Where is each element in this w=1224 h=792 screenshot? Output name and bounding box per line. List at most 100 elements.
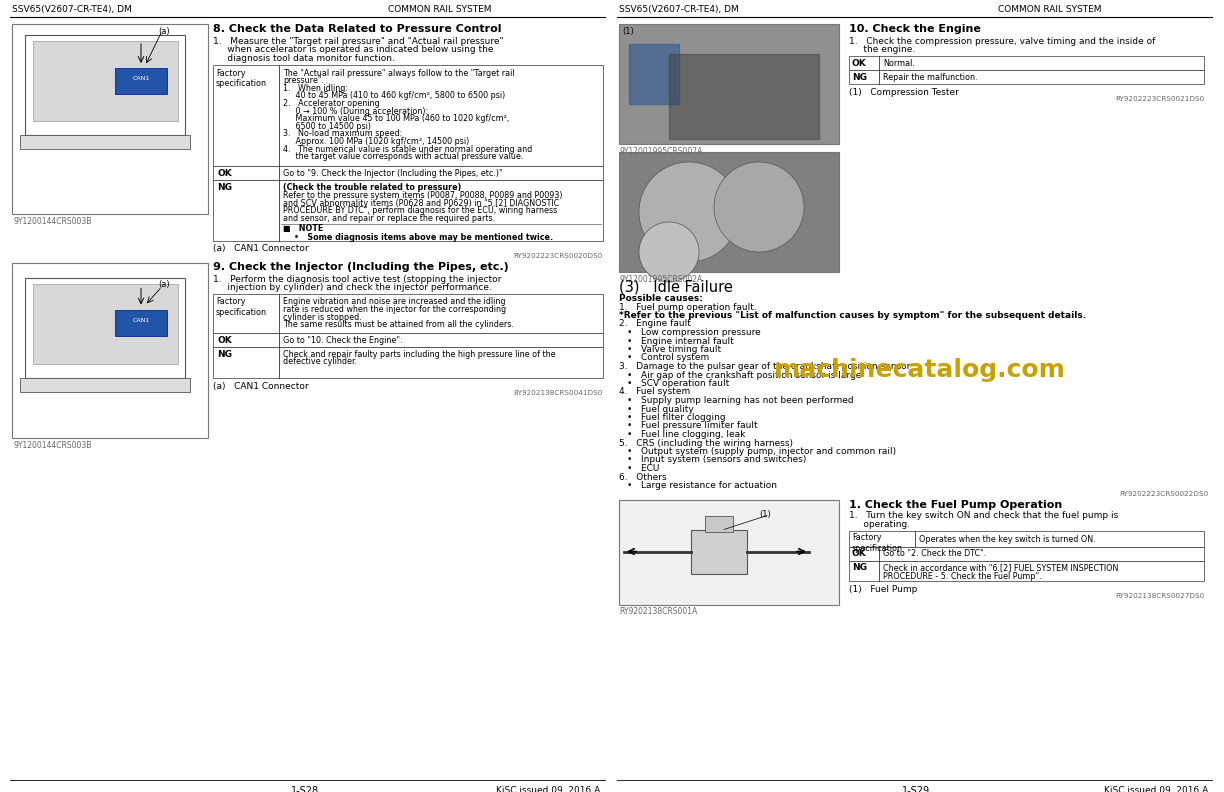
Text: 1.   Fuel pump operation fault.: 1. Fuel pump operation fault. bbox=[619, 303, 756, 311]
Text: and SCV abnormality items (P0628 and P0629) in "5.[2] DIAGNOSTIC: and SCV abnormality items (P0628 and P06… bbox=[283, 199, 559, 208]
Text: NG: NG bbox=[217, 350, 233, 359]
Text: KiSC issued 09, 2016 A: KiSC issued 09, 2016 A bbox=[496, 786, 600, 792]
Text: 1.   Perform the diagnosis tool active test (stopping the injector: 1. Perform the diagnosis tool active tes… bbox=[213, 275, 502, 284]
Bar bbox=[24, 277, 185, 378]
Bar bbox=[12, 262, 208, 437]
Text: •   SCV operation fault: • SCV operation fault bbox=[627, 379, 730, 388]
Text: Factory
specification: Factory specification bbox=[852, 534, 903, 553]
Text: (a): (a) bbox=[158, 280, 170, 290]
Bar bbox=[33, 41, 177, 121]
Text: 1-S29: 1-S29 bbox=[902, 786, 930, 792]
Text: 9Y1200144CRS003B: 9Y1200144CRS003B bbox=[13, 217, 92, 226]
Bar bbox=[213, 64, 603, 166]
Text: •   Fuel quality: • Fuel quality bbox=[627, 405, 694, 413]
Text: 4.   The numerical value is stable under normal operating and: 4. The numerical value is stable under n… bbox=[283, 144, 532, 154]
Bar bbox=[12, 24, 208, 214]
Text: KiSC issued 09, 2016 A: KiSC issued 09, 2016 A bbox=[1104, 786, 1208, 792]
Text: 3.   No-load maximum speed:: 3. No-load maximum speed: bbox=[283, 129, 403, 139]
Text: 1.   When idling:: 1. When idling: bbox=[283, 84, 348, 93]
Text: COMMON RAIL SYSTEM: COMMON RAIL SYSTEM bbox=[999, 5, 1102, 14]
Text: 1. Check the Fuel Pump Operation: 1. Check the Fuel Pump Operation bbox=[849, 500, 1062, 509]
Text: 1-S28: 1-S28 bbox=[291, 786, 319, 792]
Text: when accelerator is operated as indicated below using the: when accelerator is operated as indicate… bbox=[213, 45, 493, 55]
Text: 5.   CRS (including the wiring harness): 5. CRS (including the wiring harness) bbox=[619, 439, 793, 447]
Text: 2.   Engine fault: 2. Engine fault bbox=[619, 319, 690, 329]
Circle shape bbox=[639, 222, 699, 282]
Text: 3.   Damage to the pulsar gear of the crankshaft position sensor: 3. Damage to the pulsar gear of the cran… bbox=[619, 362, 911, 371]
Text: •   Valve timing fault: • Valve timing fault bbox=[627, 345, 721, 354]
Text: •   Engine internal fault: • Engine internal fault bbox=[627, 337, 733, 345]
Text: Refer to the pressure system items (P0087, P0088, P0089 and P0093): Refer to the pressure system items (P008… bbox=[283, 191, 563, 200]
Text: *Refer to the previous "List of malfunction causes by symptom" for the subsequen: *Refer to the previous "List of malfunct… bbox=[619, 311, 1086, 320]
Circle shape bbox=[714, 162, 804, 252]
Text: 10. Check the Engine: 10. Check the Engine bbox=[849, 24, 980, 34]
Text: RY9202138CRS0027DS0: RY9202138CRS0027DS0 bbox=[1115, 592, 1204, 599]
Text: SSV65(V2607-CR-TE4), DM: SSV65(V2607-CR-TE4), DM bbox=[619, 5, 739, 14]
Text: RY9202138CRS001A: RY9202138CRS001A bbox=[619, 607, 698, 616]
Text: Factory
specification: Factory specification bbox=[215, 68, 267, 88]
Bar bbox=[213, 294, 603, 333]
Bar bbox=[849, 531, 1204, 546]
Text: (Check the trouble related to pressure): (Check the trouble related to pressure) bbox=[283, 183, 461, 192]
Text: Check in accordance with "6.[2] FUEL SYSTEM INSPECTION: Check in accordance with "6.[2] FUEL SYS… bbox=[883, 563, 1119, 573]
Text: Engine vibration and noise are increased and the idling: Engine vibration and noise are increased… bbox=[283, 298, 506, 307]
Text: (1)   Compression Tester: (1) Compression Tester bbox=[849, 88, 958, 97]
Bar bbox=[849, 56, 1204, 70]
Bar bbox=[849, 546, 1204, 561]
Text: (3)   Idle Failure: (3) Idle Failure bbox=[619, 280, 733, 295]
Text: 0 → 100 % (During acceleration):: 0 → 100 % (During acceleration): bbox=[283, 106, 428, 116]
Text: pressure".: pressure". bbox=[283, 76, 324, 85]
Text: •   Low compression pressure: • Low compression pressure bbox=[627, 328, 761, 337]
Text: 6.   Others: 6. Others bbox=[619, 473, 667, 482]
Text: 4.   Fuel system: 4. Fuel system bbox=[619, 387, 690, 397]
Bar bbox=[33, 284, 177, 364]
Text: 40 to 45 MPa (410 to 460 kgf/cm², 5800 to 6500 psi): 40 to 45 MPa (410 to 460 kgf/cm², 5800 t… bbox=[283, 91, 506, 101]
Text: cylinder is stopped.: cylinder is stopped. bbox=[283, 313, 362, 322]
Text: NG: NG bbox=[217, 183, 233, 192]
Text: •   Some diagnosis items above may be mentioned twice.: • Some diagnosis items above may be ment… bbox=[283, 233, 553, 242]
Bar bbox=[619, 24, 838, 144]
Text: Possible causes:: Possible causes: bbox=[619, 294, 703, 303]
Text: •   Fuel line clogging, leak: • Fuel line clogging, leak bbox=[627, 430, 745, 439]
Text: •   Input system (sensors and switches): • Input system (sensors and switches) bbox=[627, 455, 807, 464]
Text: OK: OK bbox=[852, 550, 867, 558]
Text: the target value corresponds with actual pressure value.: the target value corresponds with actual… bbox=[283, 152, 524, 161]
Bar bbox=[213, 333, 603, 347]
Text: Repair the malfunction.: Repair the malfunction. bbox=[883, 73, 978, 82]
Circle shape bbox=[639, 162, 739, 262]
Text: 9. Check the Injector (Including the Pipes, etc.): 9. Check the Injector (Including the Pip… bbox=[213, 262, 509, 272]
Text: Normal.: Normal. bbox=[883, 59, 914, 68]
Text: (a): (a) bbox=[158, 27, 170, 36]
Bar bbox=[20, 135, 190, 149]
Text: ■   NOTE: ■ NOTE bbox=[283, 224, 323, 234]
Text: OK: OK bbox=[217, 169, 231, 178]
Text: NG: NG bbox=[852, 563, 867, 573]
Text: 1.   Measure the "Target rail pressure" and "Actual rail pressure": 1. Measure the "Target rail pressure" an… bbox=[213, 37, 503, 46]
Text: 2.   Accelerator opening: 2. Accelerator opening bbox=[283, 99, 379, 108]
Text: rate is reduced when the injector for the corresponding: rate is reduced when the injector for th… bbox=[283, 305, 507, 314]
Bar bbox=[213, 347, 603, 378]
Text: (a)   CAN1 Connector: (a) CAN1 Connector bbox=[213, 382, 308, 391]
Text: (a)   CAN1 Connector: (a) CAN1 Connector bbox=[213, 245, 308, 253]
Text: Go to "10. Check the Engine".: Go to "10. Check the Engine". bbox=[283, 336, 403, 345]
Text: defective cylinder.: defective cylinder. bbox=[283, 357, 357, 366]
Bar bbox=[115, 310, 166, 336]
Bar bbox=[20, 378, 190, 391]
Text: •   Supply pump learning has not been performed: • Supply pump learning has not been perf… bbox=[627, 396, 853, 405]
Bar bbox=[619, 500, 838, 604]
Text: •   ECU: • ECU bbox=[627, 464, 660, 473]
Text: NG: NG bbox=[852, 73, 867, 82]
Text: SSV65(V2607-CR-TE4), DM: SSV65(V2607-CR-TE4), DM bbox=[12, 5, 132, 14]
Text: (1): (1) bbox=[759, 509, 771, 519]
Text: Go to "9. Check the Injector (Including the Pipes, etc.)": Go to "9. Check the Injector (Including … bbox=[283, 169, 503, 178]
Text: 6500 to 14500 psi): 6500 to 14500 psi) bbox=[283, 122, 371, 131]
Text: (1)   Fuel Pump: (1) Fuel Pump bbox=[849, 584, 917, 593]
Text: Check and repair faulty parts including the high pressure line of the: Check and repair faulty parts including … bbox=[283, 350, 556, 359]
Bar bbox=[849, 70, 1204, 84]
Text: 9Y12001995CRS007A: 9Y12001995CRS007A bbox=[619, 147, 703, 156]
Bar bbox=[115, 68, 166, 94]
Text: injection by cylinder) and check the injector performance.: injection by cylinder) and check the inj… bbox=[213, 283, 492, 292]
Bar bbox=[849, 561, 1204, 581]
Bar bbox=[705, 516, 733, 531]
Text: diagnosis tool data monitor function.: diagnosis tool data monitor function. bbox=[213, 54, 395, 63]
